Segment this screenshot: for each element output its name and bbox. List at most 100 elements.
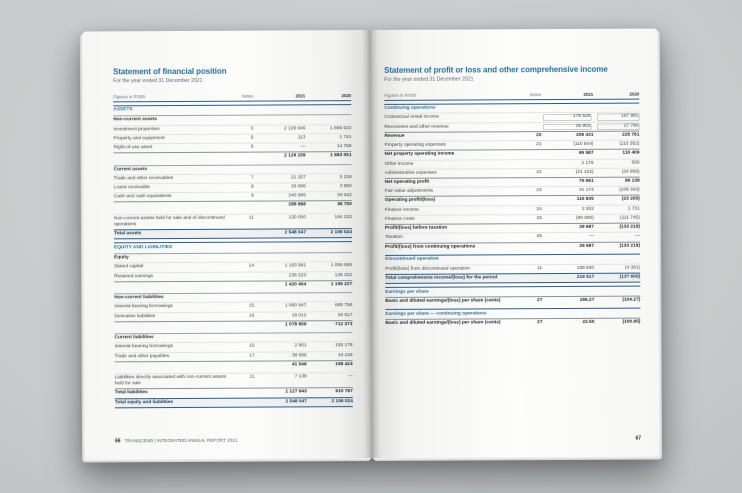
table-cell: Net property operating income [384, 151, 455, 158]
table-cell: 206 431 [576, 132, 594, 138]
table-cell: 29 687 [579, 243, 595, 249]
table-cell: Other income [384, 161, 414, 167]
table-cell: Property operating expenses [384, 142, 446, 148]
table-cell: Cash and cash equivalents [113, 194, 172, 200]
table-cell: 2 932 [581, 206, 594, 212]
table-row: Basic and diluted earnings/(loss) per sh… [385, 317, 641, 329]
left-page: Statement of financial position For the … [82, 30, 373, 460]
table-row: Total equity and liabilities 2 548 047 2 1… [114, 396, 353, 409]
table-cell: Discontinued operation [385, 257, 439, 263]
table-cell: (100.95) [622, 319, 641, 325]
table-cell: Liabilities directly associated with non… [114, 374, 227, 387]
table-cell: 585 [631, 160, 640, 166]
table-cell: 27 [536, 298, 543, 304]
table-cell: Basic and diluted earnings/(loss) per sh… [385, 298, 501, 304]
table-cell: 24 [536, 206, 542, 212]
table-cell: (21 102) [575, 169, 594, 175]
table-cell: 1 741 [339, 134, 352, 140]
table-cell: 198 424 [335, 361, 353, 367]
table-cell: Stated capital [114, 264, 144, 270]
table-cell: Net operating profit [384, 179, 430, 185]
table-cell: Interest-bearing borrowings [114, 304, 173, 310]
table-cell: Total comprehensive income/(loss) for th… [385, 275, 498, 281]
table-cell [114, 326, 234, 327]
table-cell: 25 [536, 216, 542, 222]
table-cell: 288 888 [288, 202, 306, 208]
table-cell: EQUITY AND LIABILITIES [114, 245, 173, 251]
table-cell: Total liabilities [114, 390, 148, 396]
table-cell: (133 219) [619, 243, 641, 249]
left-page-number: 66 [115, 438, 121, 445]
table-row: EQUITY AND LIABILITIES [113, 241, 353, 253]
table-cell: 2 129 046 [284, 125, 306, 132]
table-cell: 18 012 [291, 312, 307, 319]
right-page-number: 67 [635, 435, 642, 442]
table-row: 1 420 404 1 195 227 [114, 280, 353, 291]
table-cell: — [635, 233, 640, 239]
table-cell: 712 373 [335, 321, 353, 328]
table-cell: 14 [248, 264, 255, 270]
table-cell: 15 [249, 343, 255, 349]
table-cell: 189 830 [576, 265, 595, 271]
table-cell: Total assets [113, 231, 142, 237]
table-row: 2 129 159 1 883 051 [113, 151, 352, 162]
table-cell [114, 157, 234, 158]
table-cell [114, 206, 234, 207]
table-cell: Investment properties [113, 126, 160, 132]
table-row: Profit/(loss) from continuing operations… [384, 241, 641, 252]
table-cell: 1 078 959 [285, 322, 307, 328]
financial-position-table: ASSETS Non-current assets Investment prope… [113, 103, 353, 409]
table-cell: (104.27) [622, 297, 641, 303]
table-cell: Trade and other payables [114, 353, 170, 359]
table-cell: Property and equipment [113, 135, 165, 142]
right-page-subtitle: For the year ended 31 December 2021 [384, 76, 474, 83]
table-cell: 225 761 [622, 132, 640, 138]
table-cell: Non-current assets held for sale and of … [113, 215, 225, 228]
column-header-2020: 2020 [341, 93, 352, 99]
table-cell: Non-current assets [113, 117, 158, 123]
table-cell: Right-of-use asset [113, 145, 153, 151]
table-cell: 22.50 [582, 319, 595, 325]
table-cell: Administrative expenses [384, 170, 437, 176]
table-cell: 21 [536, 142, 542, 148]
table-cell: 7 138 [294, 374, 307, 380]
table-cell: Revenue [384, 133, 405, 139]
table-cell: Contractual rental income [384, 114, 440, 121]
table-cell: 685 756 [334, 303, 353, 309]
table-cell: 38 685 [291, 352, 307, 358]
table-cell: Finance costs [384, 216, 415, 222]
table-cell: 11 [248, 215, 254, 221]
table-cell: Equity [114, 255, 129, 261]
table-cell: — [300, 144, 306, 150]
table-cell: Earnings per share — continuing operatio… [385, 311, 487, 317]
table-cell: 41 174 [579, 188, 594, 194]
table-cell: 27 780 [597, 123, 639, 129]
table-cell: 11 [537, 265, 543, 271]
table-cell: 166.27 [579, 297, 595, 303]
left-page-footer: 66 TRANSCEND | INTEGRATED ANNUAL REPORT … [115, 438, 237, 445]
right-page-title: Statement of profit or loss and other co… [384, 64, 608, 75]
table-cell: 21 207 [290, 175, 306, 181]
column-header-notes: Notes [529, 92, 542, 98]
table-cell: 197 981 [597, 114, 639, 120]
table-cell: Profit/(loss) before taxation [384, 225, 448, 232]
table-cell: 9 [251, 193, 254, 199]
table-cell: 910 797 [335, 389, 353, 395]
table-cell: 1 866 522 [330, 125, 352, 131]
table-cell: 23 [536, 188, 542, 194]
table-cell: Profit/(loss) from discontinued operatio… [385, 266, 470, 272]
table-cell: ASSETS [113, 107, 133, 113]
table-cell: 8 [251, 184, 254, 190]
right-table-header: Figures in R'000 Notes 2021 2020 [384, 91, 640, 101]
table-cell: Finance income [384, 207, 419, 213]
column-header-notes: Notes [241, 93, 254, 99]
table-cell: 16 [249, 313, 255, 319]
table-cell: 1 731 [627, 206, 640, 212]
table-cell: 3 [250, 126, 254, 132]
table-cell: 17 [249, 353, 255, 359]
table-cell: — [347, 374, 353, 380]
table-cell: 1 883 051 [330, 153, 352, 159]
table-cell [114, 286, 234, 287]
table-cell: 11 [249, 374, 255, 380]
column-header-2021: 2021 [583, 91, 594, 97]
